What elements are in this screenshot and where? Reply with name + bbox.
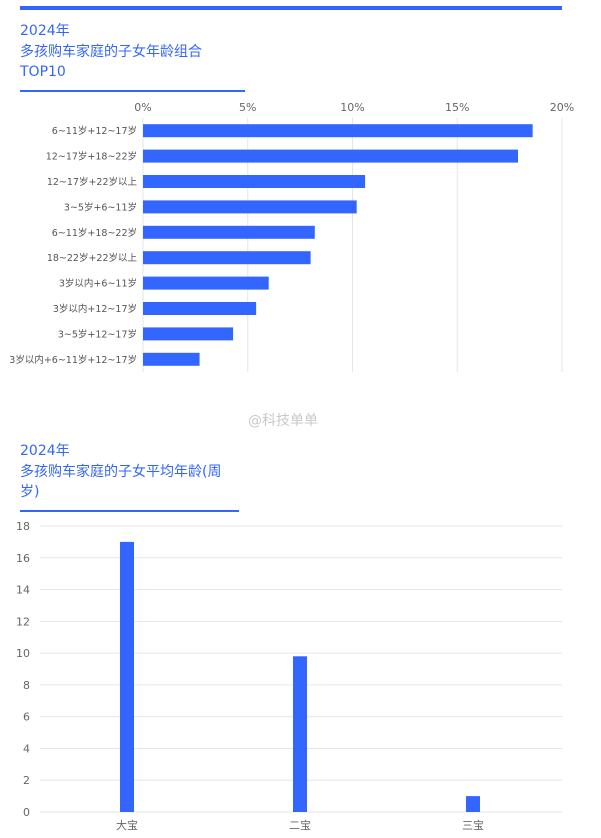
chart1-category-label: 3岁以内+12~17岁: [53, 303, 137, 315]
chart1-svg: 0% 5% 10% 15% 20% 6~11岁+12~17岁 12~17岁+18~22岁 12…: [9, 101, 574, 372]
chart1-title: 多孩购车家庭的子女年龄组合TOP10: [20, 44, 202, 80]
chart1-bar: [143, 327, 234, 341]
chart2-y-tick-label: 2: [23, 774, 30, 787]
chart1-category-label: 12~17岁+18~22岁: [46, 151, 137, 163]
top-rule: [20, 6, 562, 10]
chart1-x-tick-label: 0%: [134, 101, 151, 114]
watermark: @科技单单: [248, 413, 318, 429]
chart1-year: 2024年: [20, 23, 70, 39]
chart2-y-tick-label: 6: [23, 711, 30, 724]
chart1-bar: [143, 302, 257, 315]
chart1-title-underline: [20, 90, 245, 92]
chart1-category-label: 3岁以内+6~11岁+12~17岁: [9, 354, 137, 366]
chart2-y-tick-label: 0: [23, 806, 30, 819]
chart2-title-block: 2024年 多孩购车家庭的子女平均年龄(周岁): [20, 442, 239, 512]
chart1-bar: [143, 352, 200, 366]
chart2-y-tick-label: 12: [16, 615, 30, 628]
chart1-category-label: 6~11岁+18~22岁: [52, 227, 137, 239]
chart1-bar: [143, 149, 519, 163]
chart1-category-label: 3岁以内+6~11岁: [59, 278, 137, 290]
chart1-x-tick-label: 5%: [239, 101, 256, 114]
chart1-bar: [143, 251, 311, 265]
chart2-y-tick-label: 16: [16, 552, 30, 565]
chart1-x-tick-label: 20%: [550, 101, 574, 114]
chart2-category-label: 三宝: [462, 818, 484, 832]
chart2-year: 2024年: [20, 443, 70, 459]
chart2-y-tick-label: 8: [23, 679, 30, 692]
chart1-category-label: 3~5岁+12~17岁: [58, 328, 137, 340]
chart2-y-tick-label: 14: [16, 584, 30, 597]
chart1-category-label: 3~5岁+6~11岁: [64, 201, 137, 213]
chart2-title: 多孩购车家庭的子女平均年龄(周岁): [20, 464, 222, 500]
chart2-y-tick-label: 18: [16, 520, 30, 533]
chart1-bar: [143, 124, 533, 138]
chart2-bar: [466, 796, 480, 812]
chart1-bar: [143, 175, 366, 188]
chart2-y-tick-label: 10: [16, 647, 30, 660]
chart2-bar: [293, 656, 307, 812]
chart1-x-tick-label: 10%: [340, 101, 364, 114]
chart1-x-tick-label: 15%: [445, 101, 469, 114]
chart1-title-block: 2024年 多孩购车家庭的子女年龄组合TOP10: [20, 22, 245, 92]
chart2-category-label: 二宝: [289, 818, 311, 832]
chart1-category-label: 18~22岁+22岁以上: [47, 252, 138, 264]
chart2-y-tick-label: 4: [23, 742, 30, 755]
chart1-bar: [143, 200, 357, 214]
chart1-bar: [143, 225, 315, 239]
chart2-bar: [120, 541, 134, 812]
chart1-category-label: 12~17岁+22岁以上: [47, 176, 138, 188]
chart1-category-label: 6~11岁+12~17岁: [52, 125, 137, 137]
chart2-title-underline: [20, 510, 239, 512]
chart2-category-label: 大宝: [116, 818, 138, 832]
chart1-bar: [143, 276, 269, 290]
